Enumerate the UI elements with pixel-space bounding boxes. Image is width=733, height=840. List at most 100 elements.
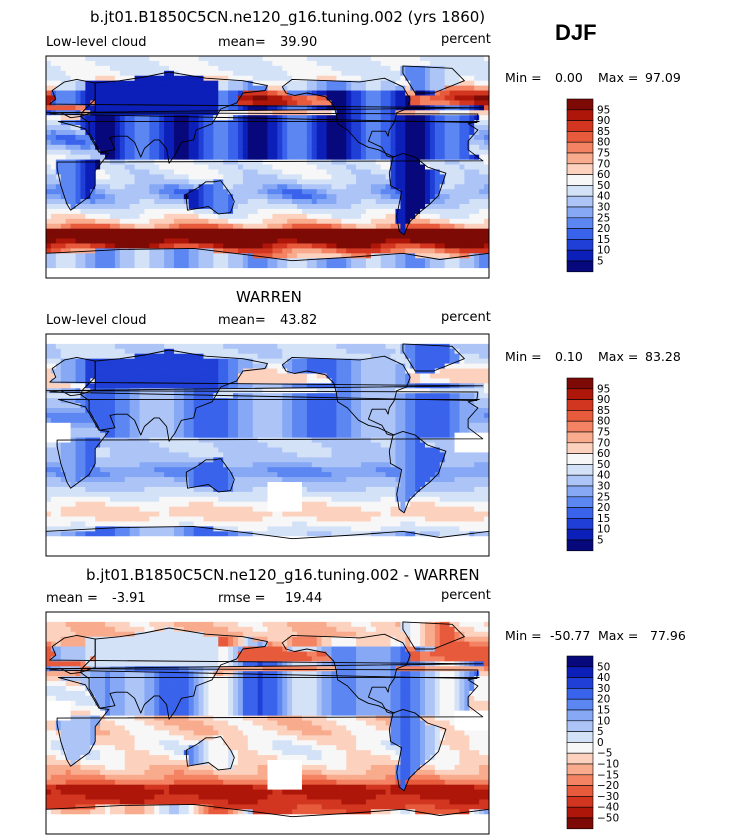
field-cell [139, 373, 145, 379]
field-cell [139, 273, 145, 279]
field-cell [267, 248, 273, 254]
field-cell [277, 179, 283, 185]
field-cell [464, 258, 470, 264]
field-cell [449, 253, 455, 259]
field-cell [228, 80, 234, 86]
field-cell [134, 546, 140, 552]
field-cell [306, 65, 313, 72]
field-cell [306, 95, 313, 101]
field-cell [444, 238, 451, 244]
field-cell [346, 233, 352, 239]
field-cell [439, 100, 446, 106]
field-cell [469, 208, 475, 215]
field-cell [114, 338, 121, 345]
field-cell [105, 223, 111, 230]
field-cell [272, 213, 278, 220]
field-cell [469, 144, 475, 151]
field-cell [405, 130, 411, 136]
field-cell [50, 85, 57, 91]
field-cell [297, 164, 303, 170]
field-cell [193, 125, 199, 131]
field-cell [85, 536, 91, 542]
field-cell [60, 462, 67, 468]
field-cell [365, 130, 372, 136]
field-cell [188, 204, 195, 210]
field-cell [395, 75, 401, 82]
field-cell [425, 159, 431, 165]
field-cell [321, 169, 327, 175]
field-cell [282, 130, 288, 136]
field-cell [55, 398, 62, 404]
field-cell [444, 75, 451, 82]
field-cell [169, 56, 175, 62]
field-cell [429, 169, 436, 175]
field-cell [149, 218, 155, 225]
field-cell [439, 80, 446, 86]
field-cell [277, 273, 283, 279]
field-cell [129, 506, 135, 512]
field-cell [178, 238, 185, 244]
field-cell [139, 120, 145, 126]
field-cell [380, 95, 387, 101]
field-cell [85, 398, 91, 404]
field-cell [85, 338, 91, 345]
field-cell [267, 258, 273, 264]
field-cell [479, 208, 485, 215]
field-cell [178, 95, 185, 101]
field-cell [100, 373, 106, 379]
field-cell [70, 189, 76, 195]
field-cell [228, 134, 234, 141]
field-cell [247, 85, 254, 91]
field-cell [95, 531, 101, 537]
field-cell [277, 199, 283, 205]
field-cell [164, 169, 170, 175]
field-cell [336, 263, 342, 269]
field-cell [380, 130, 387, 136]
field-cell [469, 159, 475, 165]
field-cell [100, 218, 106, 225]
field-cell [228, 60, 234, 67]
field-cell [193, 95, 199, 101]
field-cell [85, 472, 91, 478]
field-cell [390, 110, 396, 116]
field-cell [159, 204, 165, 210]
field-cell [247, 95, 254, 101]
field-cell [321, 75, 327, 82]
field-cell [410, 60, 416, 67]
field-cell [46, 447, 52, 453]
field-cell [50, 194, 57, 200]
field-cell [242, 164, 249, 170]
field-cell [85, 75, 91, 82]
field-cell [124, 75, 131, 82]
field-cell [267, 213, 273, 220]
field-cell [124, 120, 131, 126]
field-cell [178, 149, 185, 156]
field-cell [46, 159, 52, 165]
field-cell [292, 130, 298, 136]
field-cell [105, 408, 111, 414]
field-cell [203, 139, 209, 146]
field-cell [484, 189, 490, 195]
field-cell [169, 263, 175, 269]
field-cell [331, 130, 337, 136]
field-cell [60, 134, 67, 141]
field-cell [218, 90, 224, 96]
field-cell [80, 348, 86, 355]
field-cell [316, 238, 323, 244]
field-cell [341, 218, 347, 225]
field-cell [434, 65, 441, 72]
field-cell [282, 223, 288, 230]
field-cell [129, 521, 135, 527]
field-cell [316, 268, 323, 274]
field-cell [55, 268, 62, 274]
field-cell [479, 174, 485, 180]
field-cell [119, 60, 126, 67]
field-cell [287, 248, 293, 254]
field-cell [50, 208, 57, 215]
field-cell [105, 184, 111, 190]
field-cell [479, 159, 485, 165]
field-cell [449, 268, 455, 274]
field-cell [237, 154, 244, 160]
field-cell [326, 159, 332, 165]
field-cell [203, 238, 209, 244]
